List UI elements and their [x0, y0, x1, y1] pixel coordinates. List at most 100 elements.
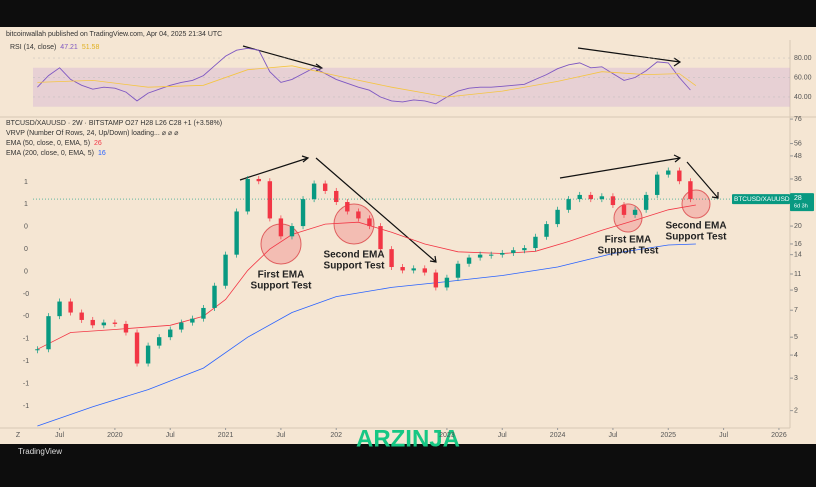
candle [123, 323, 129, 333]
candle [245, 178, 250, 212]
rsi-legend: RSI (14, close) 47.21 51.58 [10, 44, 99, 51]
candle [201, 307, 206, 319]
candle [334, 190, 339, 203]
candle [555, 209, 560, 225]
candle [632, 209, 638, 215]
y-tick-label: 2 [794, 407, 798, 414]
y-tick-label: 4 [794, 352, 798, 359]
candle [577, 194, 582, 200]
x-tick-label: 202 [330, 432, 342, 439]
candle [433, 272, 439, 288]
candle [57, 301, 62, 317]
annotation: Support Test [324, 261, 386, 272]
candle [588, 194, 593, 200]
circle [333, 203, 375, 245]
y-tick-label: 76 [794, 116, 802, 123]
x-tick-label: 2020 [107, 432, 123, 439]
candle [179, 322, 184, 330]
legend-value: 16 [98, 150, 106, 157]
brand: TradingView [18, 447, 62, 456]
candle [566, 199, 571, 210]
x-tick-label: 2023 [439, 432, 455, 439]
candle [444, 277, 450, 288]
y-tick-label: 40.00 [794, 94, 812, 101]
left-axis-label: -0 [23, 313, 29, 320]
left-axis-label: -0 [23, 291, 29, 298]
candle [68, 301, 73, 313]
y-tick-label: 20 [794, 223, 802, 230]
x-tick-label: Jul [608, 432, 617, 439]
y-tick-label: 14 [794, 252, 802, 259]
candle [411, 268, 416, 271]
candle [223, 254, 228, 286]
candle [322, 183, 328, 191]
price-value-bg [790, 193, 814, 212]
legend-name: EMA (200, close, 0, EMA, 5) [6, 150, 94, 157]
vrvp-legend: VRVP (Number Of Rows, 24, Up/Down) loadi… [6, 130, 178, 137]
y-tick-label: 11 [794, 271, 801, 278]
x-tick-label: 2026 [771, 432, 787, 439]
candle [168, 329, 173, 338]
candle [345, 202, 350, 212]
candle [500, 252, 505, 255]
y-tick-label: 9 [794, 287, 798, 294]
circle [681, 189, 711, 219]
price-value: 28 [794, 195, 802, 202]
candle [134, 332, 140, 364]
candle [533, 236, 538, 249]
x-tick-label: Jul [498, 432, 507, 439]
legend-name: EMA (50, close, 0, EMA, 5) [6, 140, 90, 147]
legend-value: 26 [94, 140, 102, 147]
candle [688, 181, 693, 200]
left-axis-label: 0 [24, 224, 28, 231]
arrow [577, 47, 682, 67]
y-tick-label: 80.00 [794, 55, 812, 62]
left-axis-label: 0 [24, 246, 28, 253]
candle [300, 199, 306, 227]
candle [511, 250, 516, 253]
candle [35, 349, 40, 351]
candle [278, 218, 284, 237]
candle [466, 257, 472, 264]
annotation: First EMA [605, 235, 652, 246]
candle [90, 319, 95, 326]
candle [311, 183, 317, 200]
y-tick-label: 48 [794, 153, 802, 160]
candle [79, 312, 84, 320]
candle [212, 285, 217, 308]
annotation: Second EMA [323, 250, 384, 261]
candle [677, 170, 682, 182]
y-tick-label: 3 [794, 375, 798, 382]
arrow [686, 161, 719, 199]
candle [378, 226, 383, 250]
candle [145, 345, 151, 364]
annotation: Support Test [666, 232, 728, 243]
ema-legend: EMA (200, close, 0, EMA, 5) 16 [6, 150, 106, 157]
price-tag-bg [732, 194, 790, 205]
line [37, 65, 697, 98]
legend-item: 51.58 [82, 44, 100, 51]
footer [0, 444, 816, 487]
x-tick-label: 2024 [550, 432, 566, 439]
annotation: Second EMA [665, 221, 726, 232]
line [37, 47, 691, 105]
annotation: Support Test [598, 246, 660, 257]
candle [621, 205, 627, 215]
candle [488, 254, 494, 256]
candle [544, 224, 549, 237]
candle [289, 226, 295, 237]
candle [654, 174, 660, 195]
annotation: Support Test [251, 281, 313, 292]
candle [477, 254, 483, 258]
candle [455, 263, 461, 278]
legend-item: 47.21 [60, 44, 78, 51]
symbol-legend: BTCUSD/XAUUSD · 2W · BITSTAMP O27 H28 L2… [6, 120, 222, 127]
arrow [239, 155, 310, 181]
x-tick-label: 2021 [218, 432, 234, 439]
left-axis-label: 0 [24, 268, 28, 275]
candle [267, 181, 273, 219]
legend-item: RSI (14, close) [10, 44, 56, 51]
candle [190, 318, 195, 323]
y-tick-label: 60.00 [794, 74, 812, 81]
